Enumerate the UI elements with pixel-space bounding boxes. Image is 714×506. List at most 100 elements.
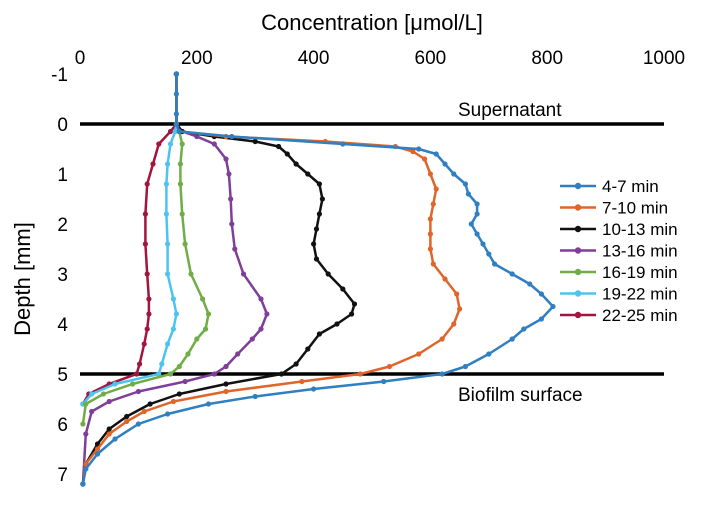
data-point [146, 296, 152, 302]
data-point [316, 331, 322, 337]
data-point [89, 408, 95, 415]
data-point [235, 351, 241, 357]
data-point [427, 216, 433, 222]
data-point [106, 398, 112, 405]
data-point [439, 336, 445, 342]
data-point [185, 351, 191, 357]
data-point [381, 378, 387, 385]
data-point [492, 261, 498, 267]
data-point [142, 241, 148, 247]
data-point [430, 261, 436, 267]
data-point [357, 371, 363, 377]
data-point [144, 181, 150, 187]
data-point [416, 351, 422, 357]
data-point [170, 296, 176, 302]
data-point [170, 398, 176, 405]
data-point [165, 341, 171, 347]
data-point [430, 201, 436, 207]
data-point [480, 241, 486, 247]
data-point [276, 143, 282, 150]
data-point [462, 181, 468, 187]
data-point [474, 231, 480, 237]
legend-item: 22-25 min [560, 306, 678, 325]
x-tick-label: 400 [298, 48, 330, 69]
data-point [232, 246, 238, 252]
data-point [509, 336, 515, 342]
data-point [249, 336, 255, 342]
data-point [173, 111, 179, 117]
data-point [316, 181, 322, 187]
y-tick-label: 7 [57, 465, 68, 486]
data-point [223, 363, 229, 370]
data-point [100, 391, 106, 397]
data-point [170, 326, 176, 332]
data-point [173, 91, 179, 97]
data-point [146, 311, 152, 317]
data-point [141, 341, 147, 347]
data-series [80, 71, 556, 487]
data-point [135, 421, 141, 427]
data-point [176, 363, 182, 370]
data-point [173, 121, 179, 127]
series-group [80, 71, 358, 487]
data-point [223, 381, 229, 387]
data-point [159, 361, 165, 367]
data-point [334, 321, 340, 327]
data-point [144, 326, 150, 332]
x-tick-label: 1000 [643, 48, 685, 69]
series-group [80, 71, 179, 407]
data-point [144, 271, 150, 277]
legend-swatch-marker [574, 268, 582, 276]
data-point [442, 276, 448, 282]
data-point [305, 346, 311, 352]
data-point [313, 226, 320, 232]
x-tick-label: 200 [181, 48, 213, 69]
data-point [163, 181, 169, 187]
data-point [165, 161, 171, 167]
data-point [156, 371, 162, 377]
data-point [80, 421, 86, 427]
data-point [94, 446, 101, 452]
data-point [211, 371, 217, 377]
data-point [486, 251, 492, 257]
data-point [258, 296, 264, 302]
data-point [474, 201, 480, 207]
data-point [165, 241, 171, 247]
data-point [130, 381, 136, 387]
data-point [167, 141, 174, 147]
data-point [179, 141, 185, 147]
legend-item: 19-22 min [560, 285, 678, 304]
data-point [83, 401, 89, 407]
data-point [451, 171, 457, 177]
legend-item: 4-7 min [560, 177, 659, 196]
y-tick-label: 0 [57, 115, 68, 136]
data-point [474, 211, 480, 217]
legend-label: 13-16 min [602, 242, 678, 261]
series-line [81, 74, 210, 425]
data-point [451, 321, 457, 327]
y-tick-label: 4 [57, 315, 68, 336]
data-point [177, 181, 183, 187]
x-tick-label: 0 [75, 48, 86, 69]
legend-label: 16-19 min [602, 263, 678, 282]
data-point [167, 371, 174, 377]
data-point [509, 271, 515, 277]
data-point [194, 336, 200, 342]
data-point [550, 303, 556, 310]
data-point [229, 221, 235, 227]
data-point [167, 128, 174, 135]
data-point [433, 186, 439, 192]
data-point [228, 196, 234, 202]
data-point [205, 311, 212, 317]
y-tick-label: 6 [57, 415, 68, 436]
data-point [223, 388, 229, 395]
data-point [173, 311, 179, 317]
data-point [173, 71, 179, 77]
data-point [340, 141, 346, 147]
series-line [81, 74, 178, 405]
data-point [141, 408, 147, 415]
data-point [457, 306, 463, 312]
y-tick-label: 5 [57, 365, 68, 386]
data-point [427, 246, 433, 252]
data-point [83, 461, 89, 467]
